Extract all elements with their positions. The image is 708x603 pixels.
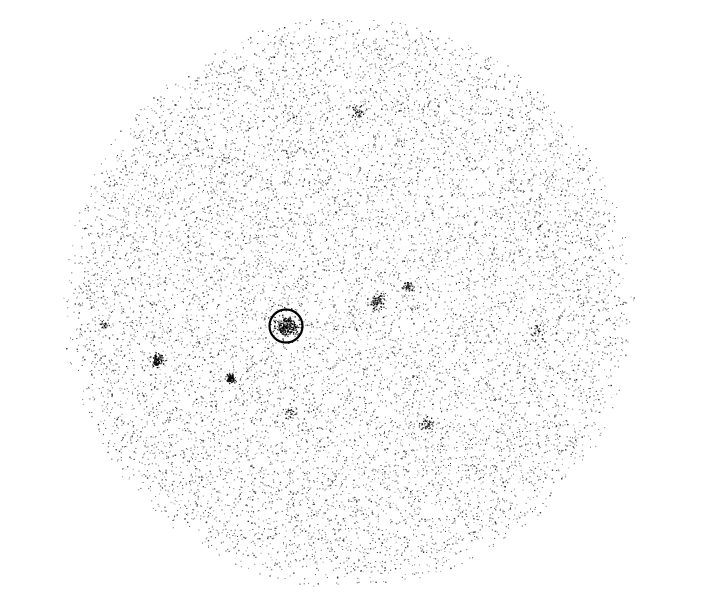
source-far-west	[98, 318, 110, 329]
source-southwest	[224, 373, 237, 385]
source-circled	[268, 311, 304, 344]
source-north	[348, 105, 368, 121]
source-east	[530, 324, 546, 341]
source-center-east-2	[401, 281, 415, 292]
background-event-scatter	[63, 19, 635, 587]
source-event-clusters	[98, 105, 546, 434]
source-marker-circle	[268, 308, 304, 344]
source-west	[147, 352, 168, 369]
source-south-center	[282, 408, 298, 420]
source-southeast	[416, 416, 434, 434]
source-center-east	[367, 293, 385, 313]
